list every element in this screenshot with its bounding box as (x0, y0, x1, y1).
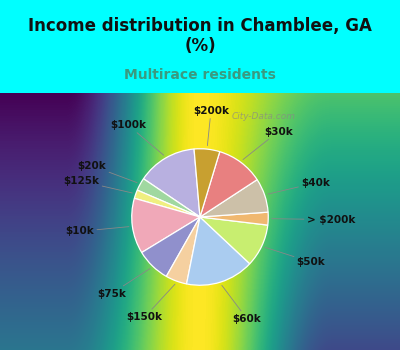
Wedge shape (166, 217, 200, 284)
Wedge shape (200, 212, 268, 225)
Text: $10k: $10k (66, 226, 129, 236)
Text: $200k: $200k (193, 106, 229, 146)
Text: $30k: $30k (243, 127, 293, 160)
Wedge shape (186, 217, 250, 285)
Text: $100k: $100k (110, 120, 164, 155)
Text: Multirace residents: Multirace residents (124, 68, 276, 82)
Text: $50k: $50k (265, 247, 326, 267)
Text: > $200k: > $200k (272, 215, 355, 225)
Wedge shape (137, 179, 200, 217)
Text: $125k: $125k (64, 176, 132, 193)
Wedge shape (144, 149, 200, 217)
Text: $20k: $20k (78, 161, 137, 183)
Wedge shape (200, 180, 268, 217)
Text: City-Data.com: City-Data.com (232, 112, 296, 121)
Text: Income distribution in Chamblee, GA
(%): Income distribution in Chamblee, GA (%) (28, 17, 372, 56)
Wedge shape (142, 217, 200, 276)
Wedge shape (200, 152, 257, 217)
Text: $75k: $75k (97, 268, 150, 299)
Wedge shape (200, 217, 268, 264)
Wedge shape (194, 149, 220, 217)
Text: $150k: $150k (127, 284, 175, 322)
Wedge shape (134, 190, 200, 217)
Wedge shape (132, 198, 200, 252)
Text: $40k: $40k (268, 178, 330, 194)
Text: $60k: $60k (222, 285, 261, 324)
